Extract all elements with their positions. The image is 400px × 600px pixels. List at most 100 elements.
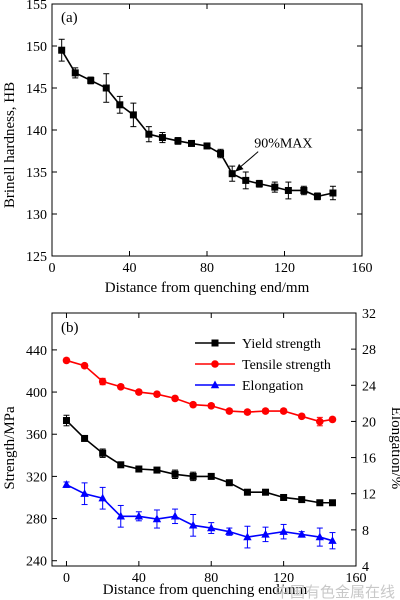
data-point bbox=[62, 356, 71, 365]
annotation-arrow-head bbox=[235, 163, 244, 172]
panel-b-right-y-tick-label: 28 bbox=[362, 343, 376, 358]
data-point bbox=[152, 514, 162, 523]
panel-b-x-tick-label: 0 bbox=[63, 571, 70, 586]
data-point bbox=[279, 407, 288, 415]
series-0 bbox=[58, 38, 337, 201]
data-point bbox=[297, 412, 306, 421]
data-point bbox=[102, 84, 110, 92]
data-point bbox=[243, 488, 251, 496]
data-point bbox=[207, 472, 215, 480]
panel-b-y-tick-label: 400 bbox=[26, 386, 47, 401]
panel-b-x-tick-label: 160 bbox=[346, 571, 367, 586]
data-point bbox=[255, 180, 263, 188]
panel-b-y-tick-label: 360 bbox=[26, 428, 47, 443]
panel-b-y-tick-label: 240 bbox=[26, 555, 47, 570]
data-point bbox=[98, 377, 107, 386]
data-point bbox=[135, 388, 143, 396]
legend-label-yield-strength: Yield strength bbox=[242, 337, 321, 352]
data-point bbox=[242, 176, 250, 184]
legend-swatch-marker bbox=[211, 360, 219, 368]
panel-a-y-tick-label: 130 bbox=[26, 208, 47, 223]
data-point bbox=[189, 400, 197, 409]
panel-b-strength-chart: (b) Strength/MPa Elongation/% Distance f… bbox=[2, 307, 400, 598]
panel-a-x-tick-label: 40 bbox=[123, 261, 137, 276]
series-line bbox=[61, 49, 334, 198]
panel-b-x-tick-label: 120 bbox=[273, 571, 294, 586]
legend-entry-elongation: Elongation bbox=[195, 379, 303, 394]
series-0 bbox=[62, 414, 336, 507]
data-point bbox=[134, 511, 144, 520]
series-line bbox=[66, 483, 333, 542]
panel-a-x-tick-label: 0 bbox=[49, 261, 56, 276]
panel-a-y-tick-label: 125 bbox=[26, 250, 47, 265]
data-point bbox=[58, 46, 66, 54]
panel-a-y-tick-label: 155 bbox=[26, 0, 47, 13]
panel-a-hardness-chart: (a) Brinell hardness, HB Distance from q… bbox=[2, 0, 373, 296]
panel-a-series bbox=[58, 38, 337, 201]
series-1 bbox=[62, 356, 337, 427]
panel-a-y-tick-label: 150 bbox=[26, 40, 47, 55]
panel-b-right-y-tick-label: 8 bbox=[362, 524, 369, 539]
data-point bbox=[315, 532, 325, 541]
data-point bbox=[116, 511, 125, 520]
panel-a-y-tick-label: 135 bbox=[26, 166, 47, 181]
panel-b-right-y-tick-label: 20 bbox=[362, 415, 376, 430]
data-point bbox=[135, 465, 143, 473]
legend-swatch-marker bbox=[211, 339, 219, 347]
data-point bbox=[158, 134, 166, 142]
panel-a-y-tick-label: 145 bbox=[26, 82, 47, 97]
data-point bbox=[145, 130, 153, 138]
data-point bbox=[261, 529, 270, 538]
data-point bbox=[81, 434, 89, 442]
data-point bbox=[300, 186, 308, 194]
data-point bbox=[262, 488, 270, 496]
data-point bbox=[313, 192, 321, 200]
legend-label-elongation: Elongation bbox=[242, 379, 303, 394]
data-point bbox=[207, 523, 216, 532]
data-point bbox=[328, 415, 337, 424]
data-point bbox=[116, 382, 125, 391]
data-point bbox=[117, 461, 125, 469]
panel-b-y-axis-label: Strength/MPa bbox=[2, 406, 18, 490]
data-point bbox=[328, 536, 337, 544]
data-point bbox=[62, 417, 70, 425]
data-point bbox=[316, 499, 324, 507]
data-point bbox=[261, 407, 270, 415]
data-point bbox=[328, 499, 336, 507]
data-point bbox=[207, 401, 216, 410]
data-point bbox=[225, 527, 234, 535]
data-point bbox=[99, 449, 107, 457]
panel-a-x-axis-label: Distance from quenching end/mm bbox=[105, 280, 310, 296]
data-point bbox=[279, 527, 288, 535]
legend-entry-tensile-strength: Tensile strength bbox=[195, 358, 331, 373]
data-point bbox=[171, 470, 179, 478]
panel-b-right-y-tick-label: 16 bbox=[362, 452, 376, 467]
panel-a-plot-frame bbox=[51, 3, 363, 257]
panel-b-plot-frame bbox=[51, 312, 357, 567]
panel-a-y-axis-label: Brinell hardness, HB bbox=[2, 82, 18, 208]
panel-a-x-tick-label: 160 bbox=[352, 261, 373, 276]
panel-b-label: (b) bbox=[61, 320, 79, 336]
data-point bbox=[243, 408, 252, 416]
data-point bbox=[153, 466, 161, 474]
data-point bbox=[71, 69, 79, 77]
panel-b-right-y-axis-label: Elongation/% bbox=[388, 407, 400, 490]
data-point bbox=[87, 76, 95, 84]
panel-a-annotation: 90%MAX bbox=[235, 137, 313, 172]
panel-b-right-y-tick-label: 4 bbox=[362, 560, 369, 575]
panel-a-y-tick-label: 140 bbox=[26, 124, 47, 139]
panel-b-axis-ticks: 0 40 80 120 160 240 280 320 360 400 440 4 8 12 16 20 24 2… bbox=[26, 307, 376, 586]
series-2 bbox=[62, 480, 337, 550]
data-point bbox=[116, 101, 124, 109]
data-point bbox=[298, 496, 306, 504]
data-point bbox=[280, 493, 288, 501]
panel-b-right-y-tick-label: 32 bbox=[362, 307, 376, 322]
data-point bbox=[171, 394, 179, 403]
data-point bbox=[188, 520, 198, 529]
data-point bbox=[98, 493, 107, 502]
data-point bbox=[217, 150, 225, 158]
legend-entry-yield-strength: Yield strength bbox=[195, 337, 321, 352]
data-point bbox=[297, 529, 306, 538]
panel-a-x-tick-label: 120 bbox=[274, 261, 295, 276]
